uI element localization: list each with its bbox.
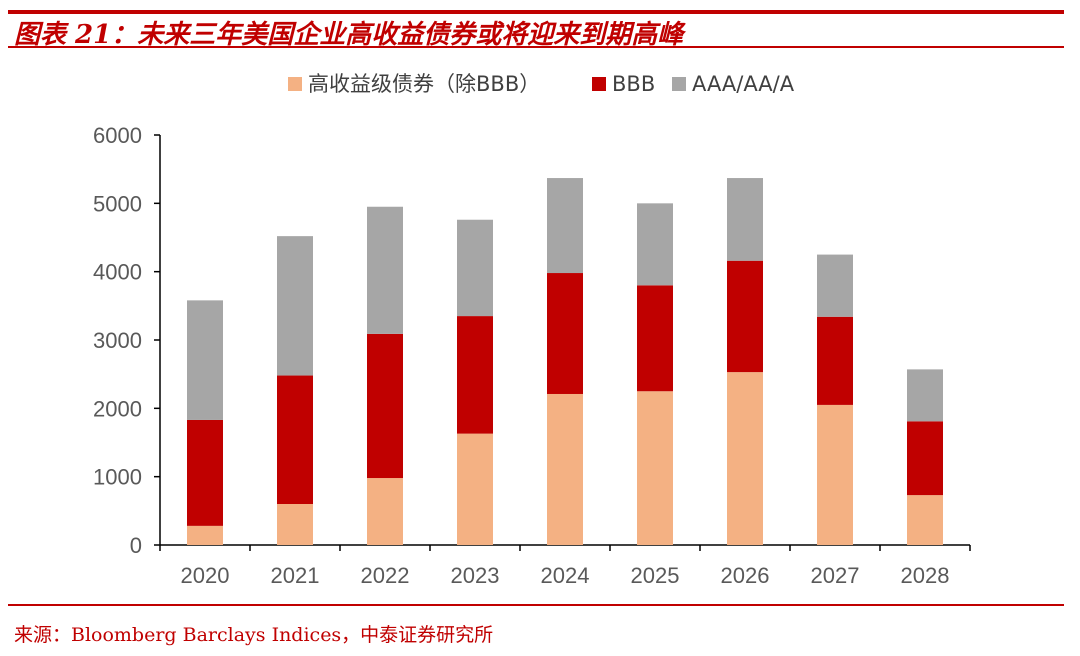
bar-segment-bbb [367, 333, 403, 479]
bar-segment-aaa-aa-a [367, 206, 403, 334]
y-tick-label: 4000 [93, 260, 142, 285]
bar-segment-bbb [727, 260, 763, 373]
bar-segment-aaa-aa-a [187, 300, 223, 420]
bar-segment-high-yield [637, 391, 673, 545]
bar-segment-high-yield [367, 478, 403, 545]
bar-segment-bbb [817, 316, 853, 405]
bar-segment-bbb [907, 421, 943, 496]
bar-segment-bbb [457, 316, 493, 434]
legend-swatch [592, 77, 606, 91]
bar-segment-bbb [277, 375, 313, 504]
bar-segment-bbb [547, 273, 583, 394]
title-bottom-rule [8, 46, 1064, 48]
y-tick-label: 5000 [93, 191, 142, 216]
bar-segment-aaa-aa-a [457, 219, 493, 317]
source-top-rule [8, 604, 1064, 606]
bar-segment-high-yield [907, 495, 943, 545]
bar-segment-bbb [187, 419, 223, 526]
legend-swatch [672, 77, 686, 91]
x-tick-label: 2024 [541, 563, 590, 588]
bar-segment-high-yield [277, 504, 313, 545]
bar-segment-aaa-aa-a [727, 178, 763, 261]
bar-segment-aaa-aa-a [547, 178, 583, 274]
stacked-bar-chart: 高收益级债券（除BBB） BBB AAA/AA/A 0 1000 2000 3000 400… [93, 72, 971, 588]
x-tick-label: 2021 [271, 563, 320, 588]
y-tick-label: 6000 [93, 123, 142, 148]
bar-segment-bbb [637, 285, 673, 392]
y-tick-label: 2000 [93, 396, 142, 421]
x-tick-label: 2026 [721, 563, 770, 588]
bar-group [187, 178, 943, 545]
title-top-rule [8, 10, 1064, 14]
source-note: 来源：Bloomberg Barclays Indices，中泰证券研究所 [14, 624, 494, 646]
bar-segment-high-yield [457, 433, 493, 545]
figure-title: 图表 21：未来三年美国企业高收益债券或将迎来到期高峰 [14, 20, 684, 50]
bar-segment-high-yield [187, 525, 223, 545]
y-axis: 0 1000 2000 3000 4000 5000 6000 [93, 123, 161, 558]
bar-segment-aaa-aa-a [277, 236, 313, 376]
legend-label: 高收益级债券（除BBB） [308, 72, 540, 96]
x-tick-label: 2028 [901, 563, 950, 588]
y-tick-label: 0 [130, 533, 142, 558]
x-axis: 2020 2021 2022 2023 2024 2025 2026 2027 2028 [159, 544, 971, 588]
bar-segment-aaa-aa-a [817, 254, 853, 317]
chart-legend: 高收益级债券（除BBB） BBB AAA/AA/A [288, 72, 795, 96]
x-tick-label: 2023 [451, 563, 500, 588]
x-tick-label: 2022 [361, 563, 410, 588]
legend-label: AAA/AA/A [692, 72, 795, 96]
bar-segment-high-yield [547, 393, 583, 545]
bar-segment-high-yield [817, 404, 853, 545]
bar-segment-high-yield [727, 372, 763, 545]
y-tick-label: 1000 [93, 465, 142, 490]
x-tick-label: 2027 [811, 563, 860, 588]
bar-segment-aaa-aa-a [637, 203, 673, 286]
x-tick-label: 2025 [631, 563, 680, 588]
y-tick-label: 3000 [93, 328, 142, 353]
legend-swatch [288, 77, 302, 91]
bar-segment-aaa-aa-a [907, 369, 943, 422]
x-tick-label: 2020 [181, 563, 230, 588]
legend-label: BBB [612, 72, 655, 96]
